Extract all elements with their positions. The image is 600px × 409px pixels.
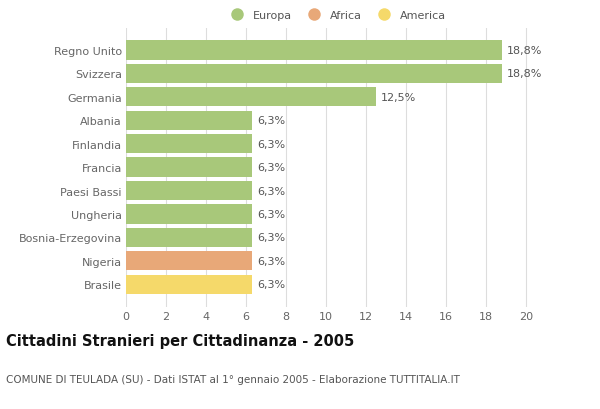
Text: 18,8%: 18,8% xyxy=(507,69,542,79)
Bar xyxy=(126,135,252,154)
Text: COMUNE DI TEULADA (SU) - Dati ISTAT al 1° gennaio 2005 - Elaborazione TUTTITALIA: COMUNE DI TEULADA (SU) - Dati ISTAT al 1… xyxy=(6,374,460,384)
Bar xyxy=(126,228,252,247)
Bar xyxy=(126,158,252,177)
Legend: Europa, Africa, America: Europa, Africa, America xyxy=(222,7,450,25)
Text: 18,8%: 18,8% xyxy=(507,46,542,56)
Text: 12,5%: 12,5% xyxy=(381,92,416,103)
Bar xyxy=(126,111,252,130)
Bar xyxy=(126,65,502,84)
Text: 6,3%: 6,3% xyxy=(257,116,285,126)
Text: 6,3%: 6,3% xyxy=(257,256,285,266)
Bar xyxy=(126,205,252,224)
Text: 6,3%: 6,3% xyxy=(257,209,285,219)
Bar xyxy=(126,275,252,294)
Text: 6,3%: 6,3% xyxy=(257,233,285,243)
Text: 6,3%: 6,3% xyxy=(257,163,285,173)
Bar xyxy=(126,182,252,201)
Text: 6,3%: 6,3% xyxy=(257,186,285,196)
Text: Cittadini Stranieri per Cittadinanza - 2005: Cittadini Stranieri per Cittadinanza - 2… xyxy=(6,333,354,348)
Text: 6,3%: 6,3% xyxy=(257,139,285,149)
Bar xyxy=(126,41,502,61)
Bar xyxy=(126,252,252,271)
Text: 6,3%: 6,3% xyxy=(257,279,285,290)
Bar xyxy=(126,88,376,107)
